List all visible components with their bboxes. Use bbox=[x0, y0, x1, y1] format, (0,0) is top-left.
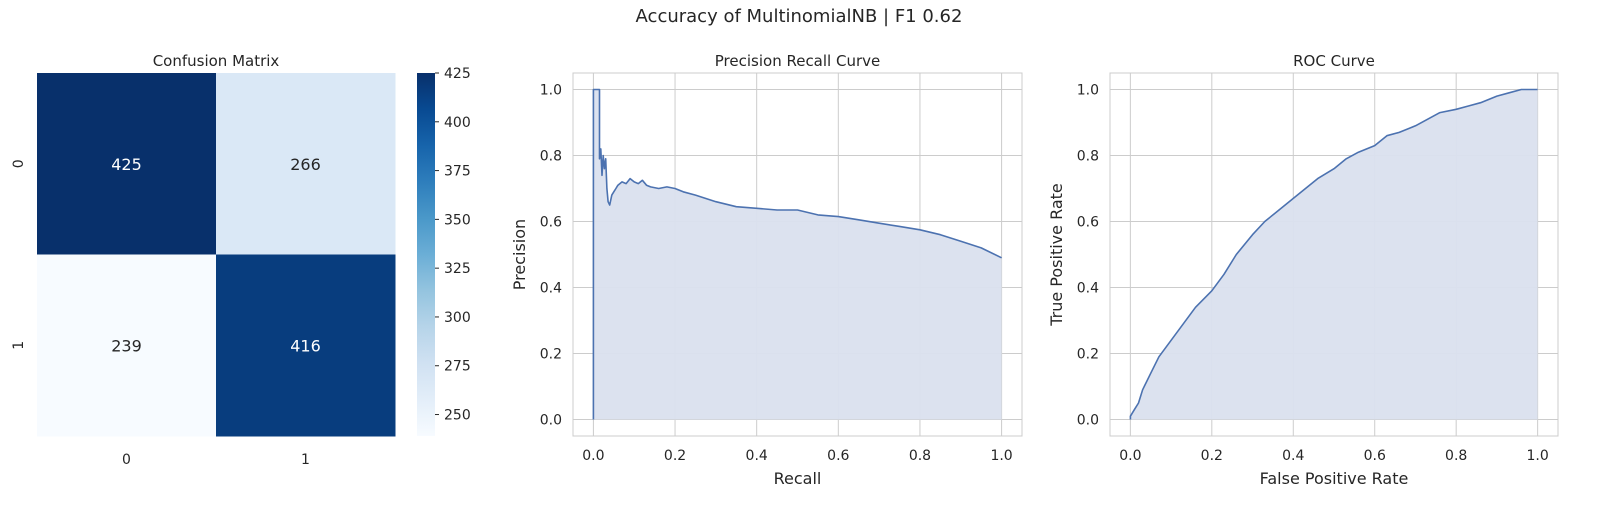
x-tick-label: 0.4 bbox=[1282, 448, 1304, 464]
x-tick-label: 0.2 bbox=[1201, 448, 1223, 464]
heatmap-cell-value: 239 bbox=[111, 336, 142, 355]
y-tick-label: 0.8 bbox=[1077, 149, 1099, 165]
y-tick-label: 0 bbox=[11, 159, 27, 168]
x-tick-label: 0.0 bbox=[582, 448, 604, 464]
precision-recall-panel: 0.0 0.2 0.4 0.6 0.8 1.0 0.0 0.2 0.4 0.6 0.8 1.0 Prec… bbox=[510, 52, 1023, 488]
x-tick-label: 1 bbox=[301, 452, 310, 468]
x-tick-label: 0.0 bbox=[1119, 448, 1141, 464]
precision-recall-area bbox=[593, 89, 1002, 420]
colorbar-tick-label: 375 bbox=[444, 164, 471, 180]
x-tick-label: 0.2 bbox=[664, 448, 686, 464]
plot-frame bbox=[572, 72, 1023, 437]
precision-recall-title: Precision Recall Curve bbox=[715, 52, 880, 70]
plot-frame bbox=[1109, 72, 1559, 437]
y-tick-label: 1 bbox=[11, 341, 27, 350]
colorbar-tick-label: 300 bbox=[444, 310, 471, 326]
roc-line bbox=[1129, 88, 1538, 420]
heatmap-cell bbox=[216, 73, 396, 255]
heatmap-cell-value: 416 bbox=[290, 336, 321, 355]
confusion-matrix-title: Confusion Matrix bbox=[153, 52, 280, 70]
y-tick-label: 1.0 bbox=[1077, 83, 1099, 99]
y-axis-label: Precision bbox=[510, 219, 529, 290]
x-tick-label: 1.0 bbox=[1527, 448, 1549, 464]
heatmap-cell bbox=[37, 73, 217, 255]
x-tick-label: 0.8 bbox=[1445, 448, 1467, 464]
y-tick-label: 0.8 bbox=[540, 149, 562, 165]
confusion-matrix-panel: Confusion Matrix 425 266 239 416 0 1 0 1 250 275 30… bbox=[11, 52, 471, 468]
x-tick-label: 0.6 bbox=[827, 448, 849, 464]
heatmap-cell bbox=[37, 254, 217, 437]
colorbar bbox=[417, 73, 435, 436]
colorbar-tick-label: 425 bbox=[444, 66, 471, 82]
y-tick-label: 1.0 bbox=[540, 83, 562, 99]
roc-curve-panel: 0.0 0.2 0.4 0.6 0.8 1.0 0.0 0.2 0.4 0.6 0.8 1.0 ROC … bbox=[1047, 52, 1559, 488]
y-tick-label: 0.2 bbox=[540, 347, 562, 363]
x-axis-label: False Positive Rate bbox=[1260, 469, 1409, 488]
heatmap-cell bbox=[216, 254, 396, 437]
x-tick-label: 1.0 bbox=[990, 448, 1012, 464]
x-tick-label: 0.8 bbox=[909, 448, 931, 464]
heatmap-cell-value: 266 bbox=[290, 155, 321, 174]
colorbar-tick-label: 325 bbox=[444, 261, 471, 277]
y-tick-label: 0.2 bbox=[1077, 347, 1099, 363]
x-axis-label: Recall bbox=[774, 469, 822, 488]
y-axis-label: True Positive Rate bbox=[1047, 183, 1066, 327]
colorbar-tick-label: 350 bbox=[444, 212, 471, 228]
precision-recall-line bbox=[592, 88, 1002, 420]
y-tick-label: 0.0 bbox=[540, 413, 562, 429]
y-tick-label: 0.4 bbox=[540, 281, 562, 297]
colorbar-tick-label: 275 bbox=[444, 359, 471, 375]
x-tick-label: 0 bbox=[122, 452, 131, 468]
y-tick-label: 0.0 bbox=[1077, 413, 1099, 429]
roc-area bbox=[1130, 89, 1538, 420]
heatmap-cell-value: 425 bbox=[111, 155, 142, 174]
x-tick-label: 0.6 bbox=[1364, 448, 1386, 464]
y-tick-label: 0.6 bbox=[540, 215, 562, 231]
x-tick-label: 0.4 bbox=[746, 448, 768, 464]
colorbar-tick-label: 400 bbox=[444, 115, 471, 131]
figure-title: Accuracy of MultinomialNB | F1 0.62 bbox=[635, 6, 963, 27]
y-tick-label: 0.6 bbox=[1077, 215, 1099, 231]
roc-title: ROC Curve bbox=[1293, 52, 1375, 70]
y-tick-label: 0.4 bbox=[1077, 281, 1099, 297]
colorbar-tick-label: 250 bbox=[444, 408, 471, 424]
